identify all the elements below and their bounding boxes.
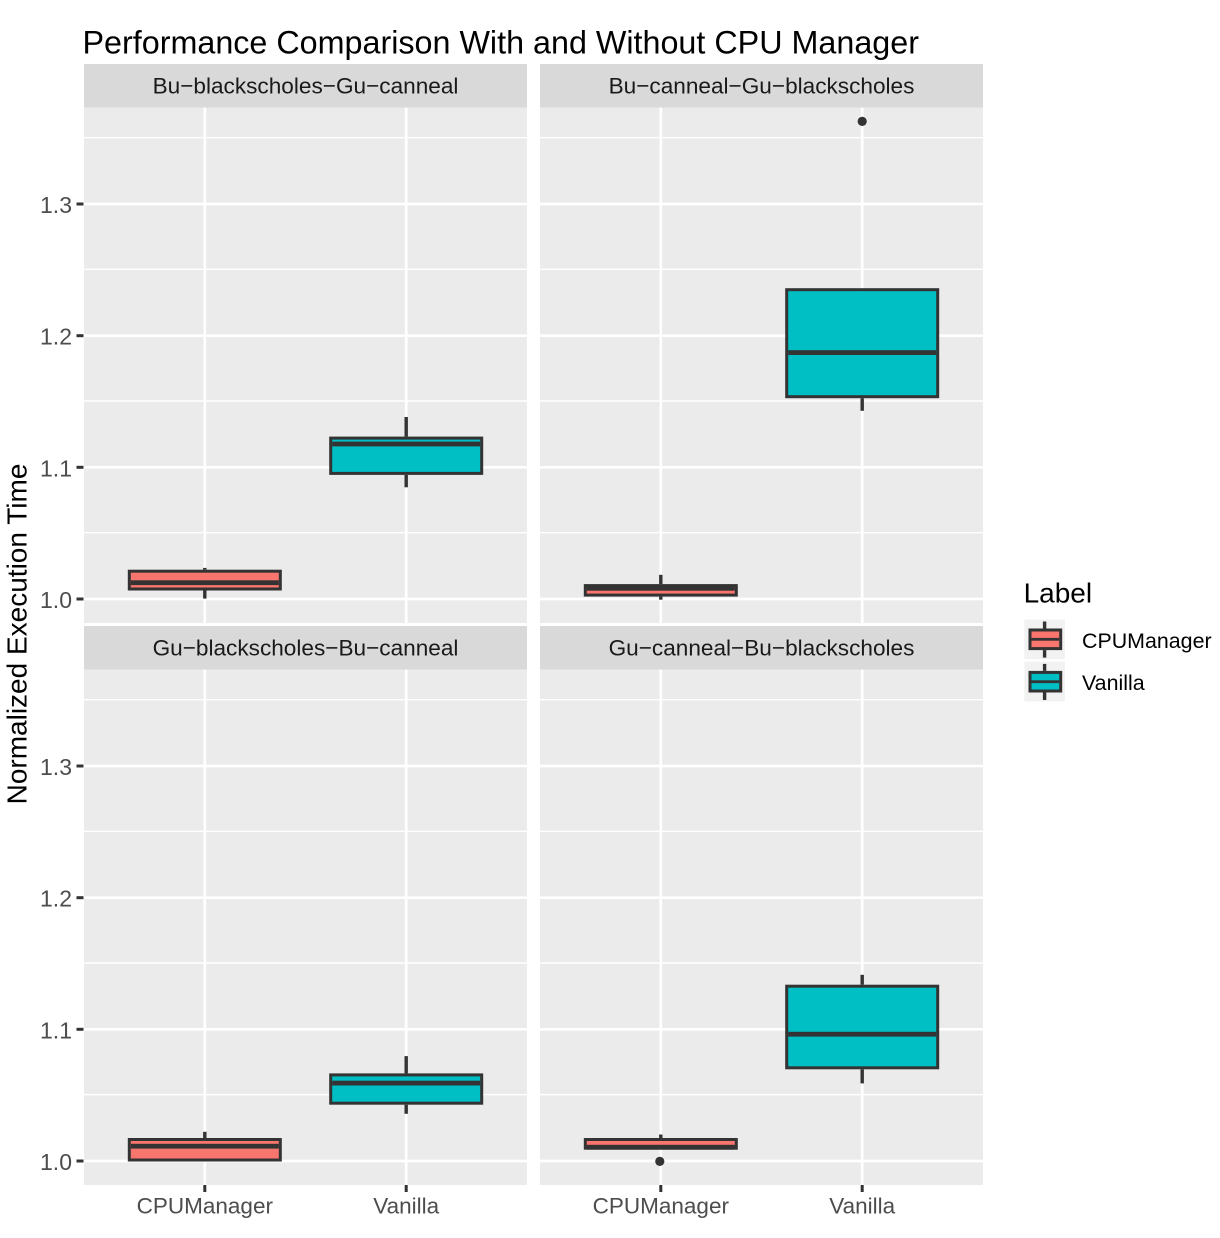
svg-text:Normalized Execution Time: Normalized Execution Time — [2, 464, 33, 805]
svg-text:1.2: 1.2 — [40, 886, 72, 912]
svg-text:1.3: 1.3 — [40, 192, 72, 218]
svg-text:Vanilla: Vanilla — [373, 1193, 439, 1218]
svg-text:1.3: 1.3 — [40, 754, 72, 780]
svg-text:1.1: 1.1 — [40, 1017, 72, 1043]
svg-text:Vanilla: Vanilla — [1082, 671, 1145, 695]
svg-text:Bu−blackscholes−Gu−canneal: Bu−blackscholes−Gu−canneal — [153, 73, 459, 98]
svg-text:1.1: 1.1 — [40, 455, 72, 481]
svg-text:Performance Comparison With an: Performance Comparison With and Without … — [83, 24, 920, 60]
svg-text:1.0: 1.0 — [40, 587, 72, 613]
svg-text:1.0: 1.0 — [40, 1149, 72, 1175]
svg-text:Label: Label — [1024, 577, 1093, 608]
svg-text:CPUManager: CPUManager — [137, 1193, 274, 1218]
svg-text:1.2: 1.2 — [40, 324, 72, 350]
svg-text:CPUManager: CPUManager — [593, 1193, 730, 1218]
svg-text:Vanilla: Vanilla — [829, 1193, 895, 1218]
svg-text:Bu−canneal−Gu−blackscholes: Bu−canneal−Gu−blackscholes — [609, 73, 915, 98]
svg-text:Gu−blackscholes−Bu−canneal: Gu−blackscholes−Bu−canneal — [153, 635, 459, 660]
svg-text:Gu−canneal−Bu−blackscholes: Gu−canneal−Bu−blackscholes — [609, 635, 915, 660]
svg-text:CPUManager: CPUManager — [1082, 629, 1212, 653]
